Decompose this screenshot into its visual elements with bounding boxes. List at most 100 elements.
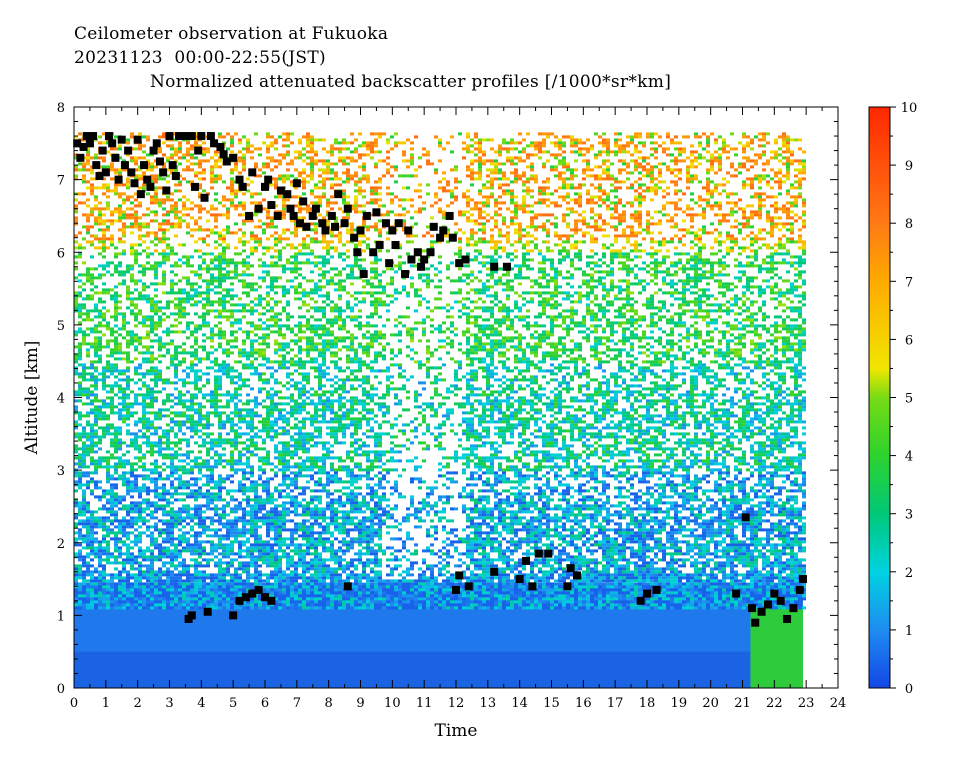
speckle-cell: [234, 321, 238, 325]
speckle-cell: [114, 210, 118, 214]
speckle-cell: [110, 528, 114, 532]
speckle-cell: [154, 489, 158, 493]
speckle-cell: [210, 393, 214, 397]
speckle-cell: [182, 393, 186, 397]
speckle-cell: [154, 276, 158, 280]
speckle-cell: [130, 573, 134, 577]
speckle-cell: [82, 312, 86, 316]
speckle-cell: [222, 513, 226, 517]
speckle-cell: [230, 540, 234, 544]
speckle-cell: [134, 600, 138, 604]
speckle-cell: [138, 465, 142, 469]
speckle-cell: [194, 516, 198, 520]
speckle-cell: [186, 417, 190, 421]
speckle-cell: [202, 525, 206, 529]
speckle-cell: [158, 354, 162, 358]
speckle-cell: [94, 468, 98, 472]
speckle-cell: [130, 330, 134, 334]
speckle-cell: [206, 393, 210, 397]
speckle-cell: [158, 150, 162, 154]
speckle-cell: [274, 225, 278, 229]
speckle-cell: [134, 204, 138, 208]
speckle-cell: [182, 561, 186, 565]
speckle-cell: [126, 396, 130, 400]
speckle-cell: [202, 207, 206, 211]
speckle-cell: [74, 156, 78, 160]
speckle-cell: [222, 480, 226, 484]
speckle-cell: [242, 135, 246, 139]
speckle-cell: [294, 597, 298, 601]
speckle-cell: [170, 453, 174, 457]
speckle-cell: [246, 471, 250, 475]
speckle-cell: [274, 237, 278, 241]
speckle-cell: [190, 399, 194, 403]
speckle-cell: [246, 522, 250, 526]
speckle-cell: [122, 225, 126, 229]
speckle-cell: [262, 513, 266, 517]
speckle-cell: [222, 459, 226, 463]
speckle-cell: [186, 483, 190, 487]
speckle-cell: [82, 168, 86, 172]
speckle-cell: [222, 249, 226, 253]
speckle-cell: [250, 555, 254, 559]
speckle-cell: [170, 357, 174, 361]
speckle-cell: [142, 171, 146, 175]
speckle-cell: [214, 576, 218, 580]
speckle-cell: [190, 168, 194, 172]
speckle-cell: [210, 546, 214, 550]
speckle-cell: [90, 183, 94, 187]
speckle-cell: [186, 207, 190, 211]
speckle-cell: [274, 576, 278, 580]
speckle-cell: [238, 441, 242, 445]
speckle-cell: [294, 570, 298, 574]
speckle-cell: [250, 603, 254, 607]
speckle-cell: [90, 318, 94, 322]
speckle-cell: [206, 468, 210, 472]
speckle-cell: [194, 540, 198, 544]
speckle-cell: [242, 339, 246, 343]
speckle-cell: [226, 216, 230, 220]
speckle-cell: [130, 576, 134, 580]
speckle-cell: [214, 219, 218, 223]
speckle-cell: [282, 288, 286, 292]
speckle-cell: [134, 282, 138, 286]
speckle-cell: [114, 444, 118, 448]
speckle-cell: [162, 585, 166, 589]
speckle-cell: [258, 324, 262, 328]
speckle-cell: [114, 558, 118, 562]
speckle-cell: [214, 465, 218, 469]
speckle-cell: [258, 603, 262, 607]
speckle-cell: [286, 420, 290, 424]
speckle-cell: [98, 408, 102, 412]
speckle-cell: [206, 603, 210, 607]
speckle-cell: [150, 369, 154, 373]
speckle-cell: [114, 585, 118, 589]
speckle-cell: [286, 228, 290, 232]
speckle-cell: [90, 429, 94, 433]
speckle-cell: [154, 495, 158, 499]
speckle-cell: [146, 576, 150, 580]
speckle-cell: [170, 420, 174, 424]
speckle-cell: [142, 396, 146, 400]
speckle-cell: [118, 519, 122, 523]
speckle-cell: [106, 558, 110, 562]
speckle-cell: [102, 414, 106, 418]
speckle-cell: [130, 342, 134, 346]
speckle-cell: [218, 480, 222, 484]
backscatter-speckle-layer: [74, 132, 806, 610]
speckle-cell: [146, 351, 150, 355]
speckle-cell: [94, 342, 98, 346]
speckle-cell: [170, 204, 174, 208]
speckle-cell: [282, 132, 286, 136]
speckle-cell: [210, 516, 214, 520]
speckle-cell: [154, 591, 158, 595]
speckle-cell: [270, 516, 274, 520]
speckle-cell: [278, 210, 282, 214]
speckle-cell: [266, 210, 270, 214]
speckle-cell: [118, 168, 122, 172]
speckle-cell: [118, 261, 122, 265]
speckle-cell: [182, 546, 186, 550]
speckle-cell: [82, 606, 86, 610]
speckle-cell: [230, 543, 234, 547]
speckle-cell: [90, 411, 94, 415]
